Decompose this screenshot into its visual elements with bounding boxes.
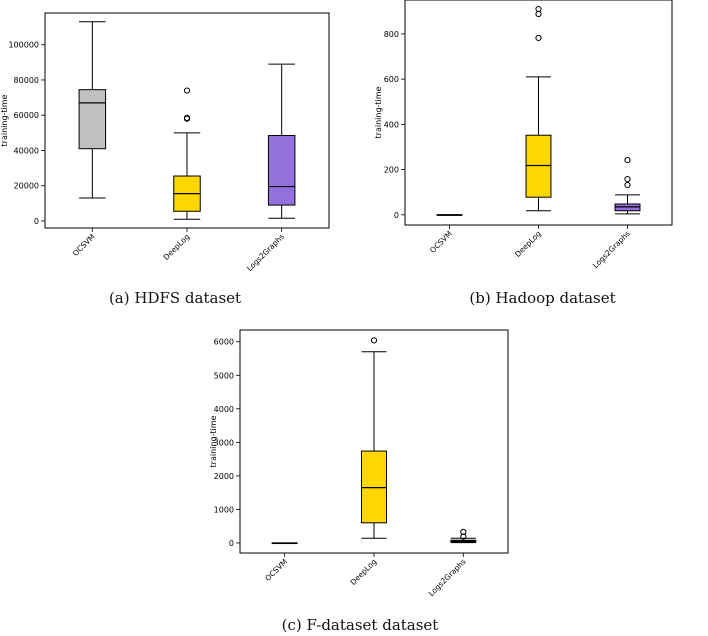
outlier-point	[535, 5, 542, 13]
box-body	[78, 89, 107, 150]
outlier-point	[535, 34, 542, 42]
outlier-point	[460, 533, 467, 540]
x-tick-label: Logs2Graphs	[591, 229, 632, 270]
y-tick-label: 4000	[214, 405, 234, 414]
y-tick-label: 80000	[14, 76, 39, 85]
outlier-point	[183, 87, 191, 94]
box-logs2graphs	[614, 157, 641, 215]
y-tick-label: 200	[384, 166, 399, 175]
plot-frame	[44, 12, 330, 229]
plot-frame	[239, 329, 509, 554]
box-ocsvm	[78, 21, 107, 199]
x-tick-label: DeepLog	[349, 557, 379, 587]
y-axis-label: training-time	[374, 86, 383, 138]
y-tick-label: 2000	[214, 472, 234, 481]
outlier-point	[460, 528, 467, 535]
chart-panel-1: 0 200 400 600 800 training-time OCSVM DeepLog Lo…	[374, 0, 673, 270]
box-deeplog	[173, 87, 201, 220]
box-body	[360, 450, 388, 524]
outlier-point	[624, 181, 631, 189]
y-tick-label: 1000	[214, 505, 234, 514]
box-ocsvm	[271, 542, 298, 545]
x-tick-label: Logs2Graphs	[245, 232, 286, 273]
box-deeplog	[525, 5, 552, 212]
outlier-point	[624, 157, 631, 164]
outlier-point	[535, 10, 542, 18]
box-body	[525, 134, 552, 198]
y-tick-label: 400	[384, 120, 399, 129]
y-tick-label: 0	[34, 217, 39, 226]
x-tick-label: OCSVM	[71, 232, 97, 258]
y-tick-label: 3000	[214, 438, 234, 447]
y-tick-label: 800	[384, 30, 399, 39]
plot-frame	[404, 0, 673, 226]
chart-panel-2: 0 1000 2000 3000 4000 5000 6000 training-time OC…	[209, 329, 509, 598]
box-body	[267, 134, 296, 206]
x-tick-label: OCSVM	[428, 229, 454, 255]
outlier-point	[183, 114, 191, 121]
y-axis-label: training-time	[209, 415, 218, 467]
x-tick-label: DeepLog	[162, 232, 192, 262]
caption-c: (c) F-dataset dataset	[281, 616, 439, 634]
box-logs2graphs	[450, 528, 477, 544]
y-tick-label: 60000	[14, 111, 39, 120]
y-tick-label: 0	[394, 211, 399, 220]
y-tick-label: 20000	[14, 182, 39, 191]
x-tick-label: Logs2Graphs	[427, 557, 468, 598]
y-tick-label: 6000	[214, 338, 234, 347]
y-tick-label: 5000	[214, 371, 234, 380]
y-tick-label: 600	[384, 75, 399, 84]
outlier-point	[370, 337, 378, 344]
box-logs2graphs	[267, 63, 296, 219]
x-tick-label: DeepLog	[513, 229, 543, 259]
box-deeplog	[360, 337, 388, 539]
x-tick-label: OCSVM	[263, 557, 289, 583]
caption-b: (b) Hadoop dataset	[469, 289, 616, 307]
y-tick-label: 100000	[8, 41, 39, 50]
outlier-point	[624, 175, 631, 183]
y-tick-label: 40000	[14, 146, 39, 155]
y-tick-label: 0	[229, 539, 234, 548]
caption-a: (a) HDFS dataset	[108, 289, 242, 307]
box-ocsvm	[436, 214, 463, 216]
y-axis-label: training-time	[0, 94, 9, 146]
chart-panel-0: 0 20000 40000 60000 80000 100000 training-time…	[0, 12, 330, 273]
